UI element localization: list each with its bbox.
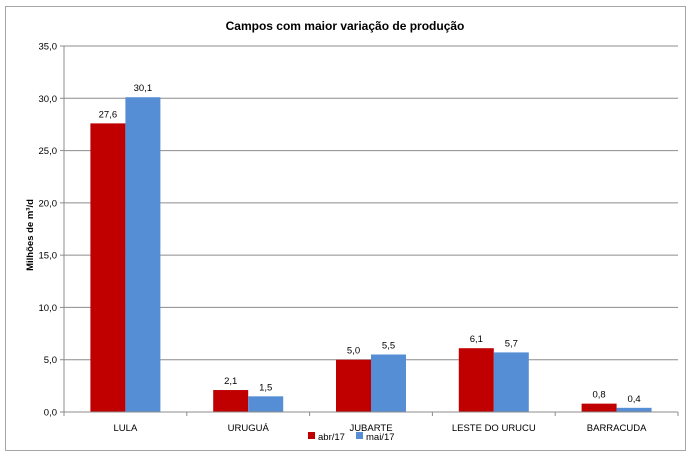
y-tick-label: 10,0 — [39, 303, 58, 314]
y-tick-label: 30,0 — [39, 94, 58, 105]
bar — [458, 348, 494, 412]
bar — [581, 403, 617, 412]
bar — [125, 97, 161, 413]
x-axis-categories: LULA URUGUÁ JUBARTE LESTE DO URUCU BARRACUDA — [63, 412, 679, 434]
bars: 27,6 30,1 2,1 1,5 5,0 5,5 6,1 5,7 0,8 0,4 — [90, 83, 652, 413]
bar — [90, 123, 126, 412]
y-tick-label: 5,0 — [44, 355, 57, 366]
y-tick-label: 0,0 — [44, 408, 57, 419]
legend-label: mai/17 — [366, 432, 395, 443]
data-label: 1,5 — [259, 382, 272, 393]
bar — [336, 359, 371, 412]
y-axis-label: Milhões de m³/d — [25, 199, 36, 271]
data-label: 5,5 — [382, 340, 395, 351]
bar — [371, 354, 406, 412]
data-label: 30,1 — [134, 83, 153, 94]
legend-label: abr/17 — [318, 432, 345, 443]
legend: abr/17 mai/17 — [308, 432, 395, 443]
bar — [493, 352, 529, 412]
chart-title: Campos com maior variação de produção — [226, 19, 465, 33]
y-tick-label: 35,0 — [39, 42, 58, 53]
data-label: 5,0 — [347, 346, 360, 357]
legend-swatch — [356, 432, 363, 439]
bar — [616, 407, 652, 412]
data-label: 5,7 — [505, 338, 518, 349]
x-category-label: LESTE DO URUCU — [452, 423, 536, 434]
data-label: 27,6 — [99, 109, 118, 120]
bar — [248, 396, 284, 412]
x-category-label: URUGUÁ — [228, 423, 270, 434]
data-label: 0,8 — [592, 390, 605, 401]
x-category-label: BARRACUDA — [587, 423, 647, 434]
x-category-label: LULA — [114, 423, 138, 434]
bar — [213, 390, 249, 412]
y-tick-label: 20,0 — [39, 198, 58, 209]
data-label: 0,4 — [627, 394, 640, 405]
data-label: 2,1 — [224, 376, 237, 387]
x-category-label: JUBARTE — [349, 423, 392, 434]
data-label: 6,1 — [470, 334, 483, 345]
y-tick-label: 25,0 — [39, 146, 58, 157]
legend-swatch — [308, 432, 315, 439]
y-axis-ticks: 0,0 5,0 10,0 15,0 20,0 25,0 30,0 35,0 — [39, 42, 678, 419]
y-tick-label: 15,0 — [39, 251, 58, 262]
